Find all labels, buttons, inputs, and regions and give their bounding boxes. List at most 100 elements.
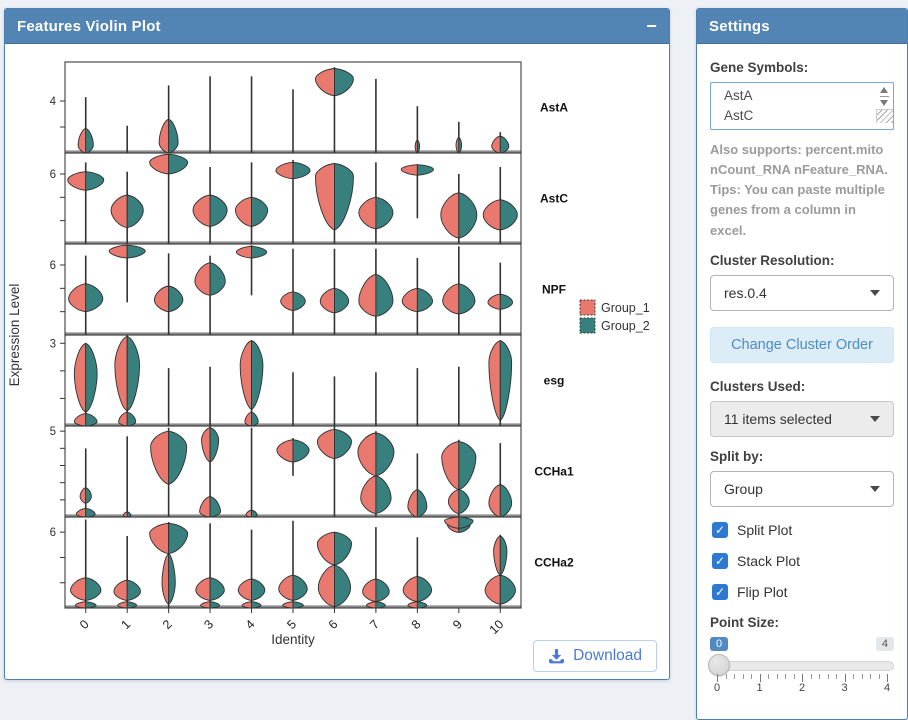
violin-half-left	[402, 575, 418, 603]
violin-half-left	[447, 489, 460, 515]
slider-track[interactable]	[710, 660, 894, 671]
features-violin-plot-header: Features Violin Plot −	[5, 9, 669, 44]
violin-half-left	[110, 194, 128, 229]
clusters-used-select[interactable]: 11 items selected	[710, 400, 894, 437]
svg-text:3: 3	[50, 338, 56, 350]
violin-half-right	[209, 577, 225, 601]
violin-half-right	[375, 475, 392, 515]
violin-half-right	[85, 601, 97, 609]
chevron-down-icon	[870, 485, 880, 492]
facet-gene-label: NPF	[542, 283, 566, 297]
violin-half-right	[292, 439, 310, 463]
violin-half-left	[161, 553, 170, 605]
violin-half-right	[292, 161, 311, 180]
violin-half-right	[126, 411, 137, 427]
slider-handle[interactable]	[708, 653, 730, 676]
split-plot-checkbox[interactable]: ✓ Split Plot	[712, 521, 894, 538]
violin-half-left	[278, 574, 294, 601]
violin-half-right	[334, 428, 353, 460]
violin-half-right	[168, 522, 189, 555]
violin-half-right	[209, 495, 221, 518]
checkbox-checked-icon[interactable]: ✓	[712, 552, 728, 569]
violin-half-right	[292, 291, 306, 311]
slider-tick-label: 3	[841, 681, 848, 694]
svg-text:9: 9	[450, 617, 465, 632]
panel-title: Features Violin Plot	[17, 17, 161, 35]
violin-half-right	[168, 553, 176, 605]
download-button[interactable]: Download	[533, 640, 657, 672]
split-by-select[interactable]: Group	[710, 470, 894, 507]
violin-half-right	[251, 578, 266, 601]
violin-half-left	[455, 136, 460, 154]
violin-half-right	[375, 273, 394, 317]
violin-half-right	[334, 163, 354, 231]
legend-label: Group_1	[601, 301, 650, 315]
collapse-icon[interactable]: −	[646, 16, 657, 36]
clusters-used-value: 11 items selected	[724, 410, 832, 427]
checkbox-checked-icon[interactable]: ✓	[712, 583, 728, 600]
svg-text:6: 6	[326, 617, 341, 632]
violin-half-right	[85, 507, 96, 518]
violin-half-right	[251, 509, 258, 518]
violin-half-right	[168, 285, 184, 313]
resize-grip-icon[interactable]	[875, 109, 893, 123]
violin-half-right	[458, 283, 476, 315]
violin-half-left	[149, 522, 170, 555]
violin-half-right	[126, 511, 132, 518]
facet-gene-label: CCHa2	[534, 556, 574, 570]
svg-text:2: 2	[160, 617, 175, 632]
violin-half-left	[360, 475, 377, 515]
stack-plot-checkbox[interactable]: ✓ Stack Plot	[712, 552, 894, 569]
cluster-resolution-select[interactable]: res.0.4	[710, 274, 894, 311]
violin-half-right	[126, 244, 146, 259]
clusters-used-label: Clusters Used:	[710, 378, 806, 394]
svg-text:6: 6	[50, 527, 56, 539]
violin-half-left	[317, 564, 335, 608]
violin-half-left	[113, 579, 128, 601]
svg-text:4: 4	[50, 96, 57, 108]
violin-half-left	[108, 244, 128, 259]
slider-grid: 0 1 2 3 4	[714, 673, 890, 694]
gene-symbols-line: AstC	[724, 108, 754, 123]
violin-half-right	[499, 199, 518, 231]
violin-half-right	[251, 196, 269, 227]
gene-symbols-input[interactable]: AstA AstC	[710, 82, 894, 130]
violin-half-right	[85, 283, 104, 313]
gene-symbols-line: AstA	[724, 88, 753, 103]
chevron-down-icon	[870, 289, 880, 296]
violin-half-left	[275, 161, 294, 180]
violin-half-right	[334, 531, 353, 566]
violin-half-left	[280, 291, 294, 311]
scroll-down-icon[interactable]	[880, 100, 888, 106]
point-size-label: Point Size:	[710, 614, 780, 630]
svg-text:3: 3	[201, 617, 216, 632]
violin-half-left	[282, 601, 294, 609]
split-by-value: Group	[724, 480, 763, 497]
svg-text:8: 8	[409, 617, 424, 632]
violin-half-right	[251, 411, 259, 427]
gene-symbols-help-text: Also supports: percent.mito nCount_RNA n…	[710, 142, 888, 238]
violin-half-left	[488, 483, 501, 518]
slider-value-badge: 0	[710, 636, 729, 651]
flip-plot-checkbox[interactable]: ✓ Flip Plot	[712, 583, 894, 600]
violin-half-left	[192, 194, 211, 227]
violin-half-left	[407, 489, 418, 518]
violin-half-right	[375, 578, 390, 603]
point-size-slider[interactable]: 0 4 0 1 2 3 4	[708, 636, 894, 695]
cluster-resolution-value: res.0.4	[724, 284, 767, 301]
x-axis-title: Identity	[271, 632, 315, 647]
violin-half-left	[315, 68, 335, 97]
change-cluster-order-button[interactable]: Change Cluster Order	[710, 326, 894, 363]
violin-half-left	[316, 428, 335, 460]
violin-half-left	[358, 196, 377, 230]
violin-half-right	[168, 118, 179, 154]
checkbox-checked-icon[interactable]: ✓	[712, 521, 728, 538]
violin-half-right	[85, 342, 98, 413]
violin-half-left	[493, 535, 501, 576]
scroll-up-icon[interactable]	[880, 87, 888, 93]
legend-swatch	[579, 317, 596, 334]
violin-half-left	[70, 577, 87, 601]
violin-half-left	[194, 262, 211, 296]
violin-half-right	[126, 335, 140, 412]
violin-half-left	[77, 127, 87, 154]
